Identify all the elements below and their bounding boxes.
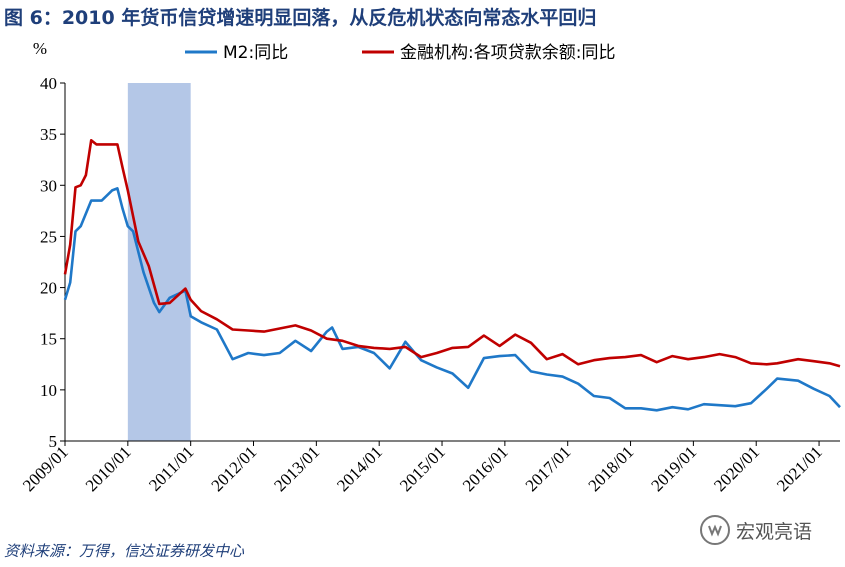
y-tick-label: 20 — [40, 279, 57, 298]
legend-loans-label: 金融机构:各项贷款余额:同比 — [400, 43, 615, 63]
x-tick-label: 2010/01 — [82, 442, 135, 495]
y-tick-label: 35 — [40, 125, 57, 144]
x-tick-label: 2013/01 — [270, 442, 323, 495]
x-tick-label: 2012/01 — [207, 442, 260, 495]
y-tick-label: 15 — [40, 330, 57, 349]
y-tick-label: 30 — [40, 176, 57, 195]
loans-line — [63, 139, 841, 368]
wechat-channel-icon — [700, 515, 730, 545]
x-tick-label: 2009/01 — [19, 442, 72, 495]
legend: M2:同比 金融机构:各项贷款余额:同比 — [185, 43, 615, 63]
x-tick-label: 2014/01 — [333, 442, 386, 495]
shaded-period — [127, 83, 191, 441]
x-tick-label: 2017/01 — [522, 442, 575, 495]
x-tick-label: 2021/01 — [773, 442, 826, 495]
x-tick-label: 2020/01 — [710, 442, 763, 495]
y-tick-label: 25 — [40, 227, 57, 246]
x-tick-label: 2015/01 — [396, 442, 449, 495]
shaded-period-layer — [127, 83, 191, 441]
m2-line — [63, 187, 841, 412]
watermark-text: 宏观亮语 — [736, 520, 813, 543]
x-tick-label: 2011/01 — [145, 442, 197, 494]
x-tick-label: 2019/01 — [647, 442, 700, 495]
y-tick-label: 5 — [49, 432, 58, 451]
legend-m2-label: M2:同比 — [223, 43, 288, 63]
watermark: 宏观亮语 — [700, 514, 812, 546]
series-lines — [63, 139, 841, 412]
source-note: 资料来源：万得，信达证券研发中心 — [4, 542, 245, 560]
chart-title: 图 6：2010 年货币信贷增速明显回落，从反危机状态向常态水平回归 — [4, 7, 597, 29]
y-tick-label: 40 — [40, 74, 57, 93]
x-tick-label: 2016/01 — [459, 442, 512, 495]
x-tick-label: 2018/01 — [585, 442, 638, 495]
y-axis-label: % — [33, 39, 47, 58]
y-tick-label: 10 — [40, 381, 57, 400]
